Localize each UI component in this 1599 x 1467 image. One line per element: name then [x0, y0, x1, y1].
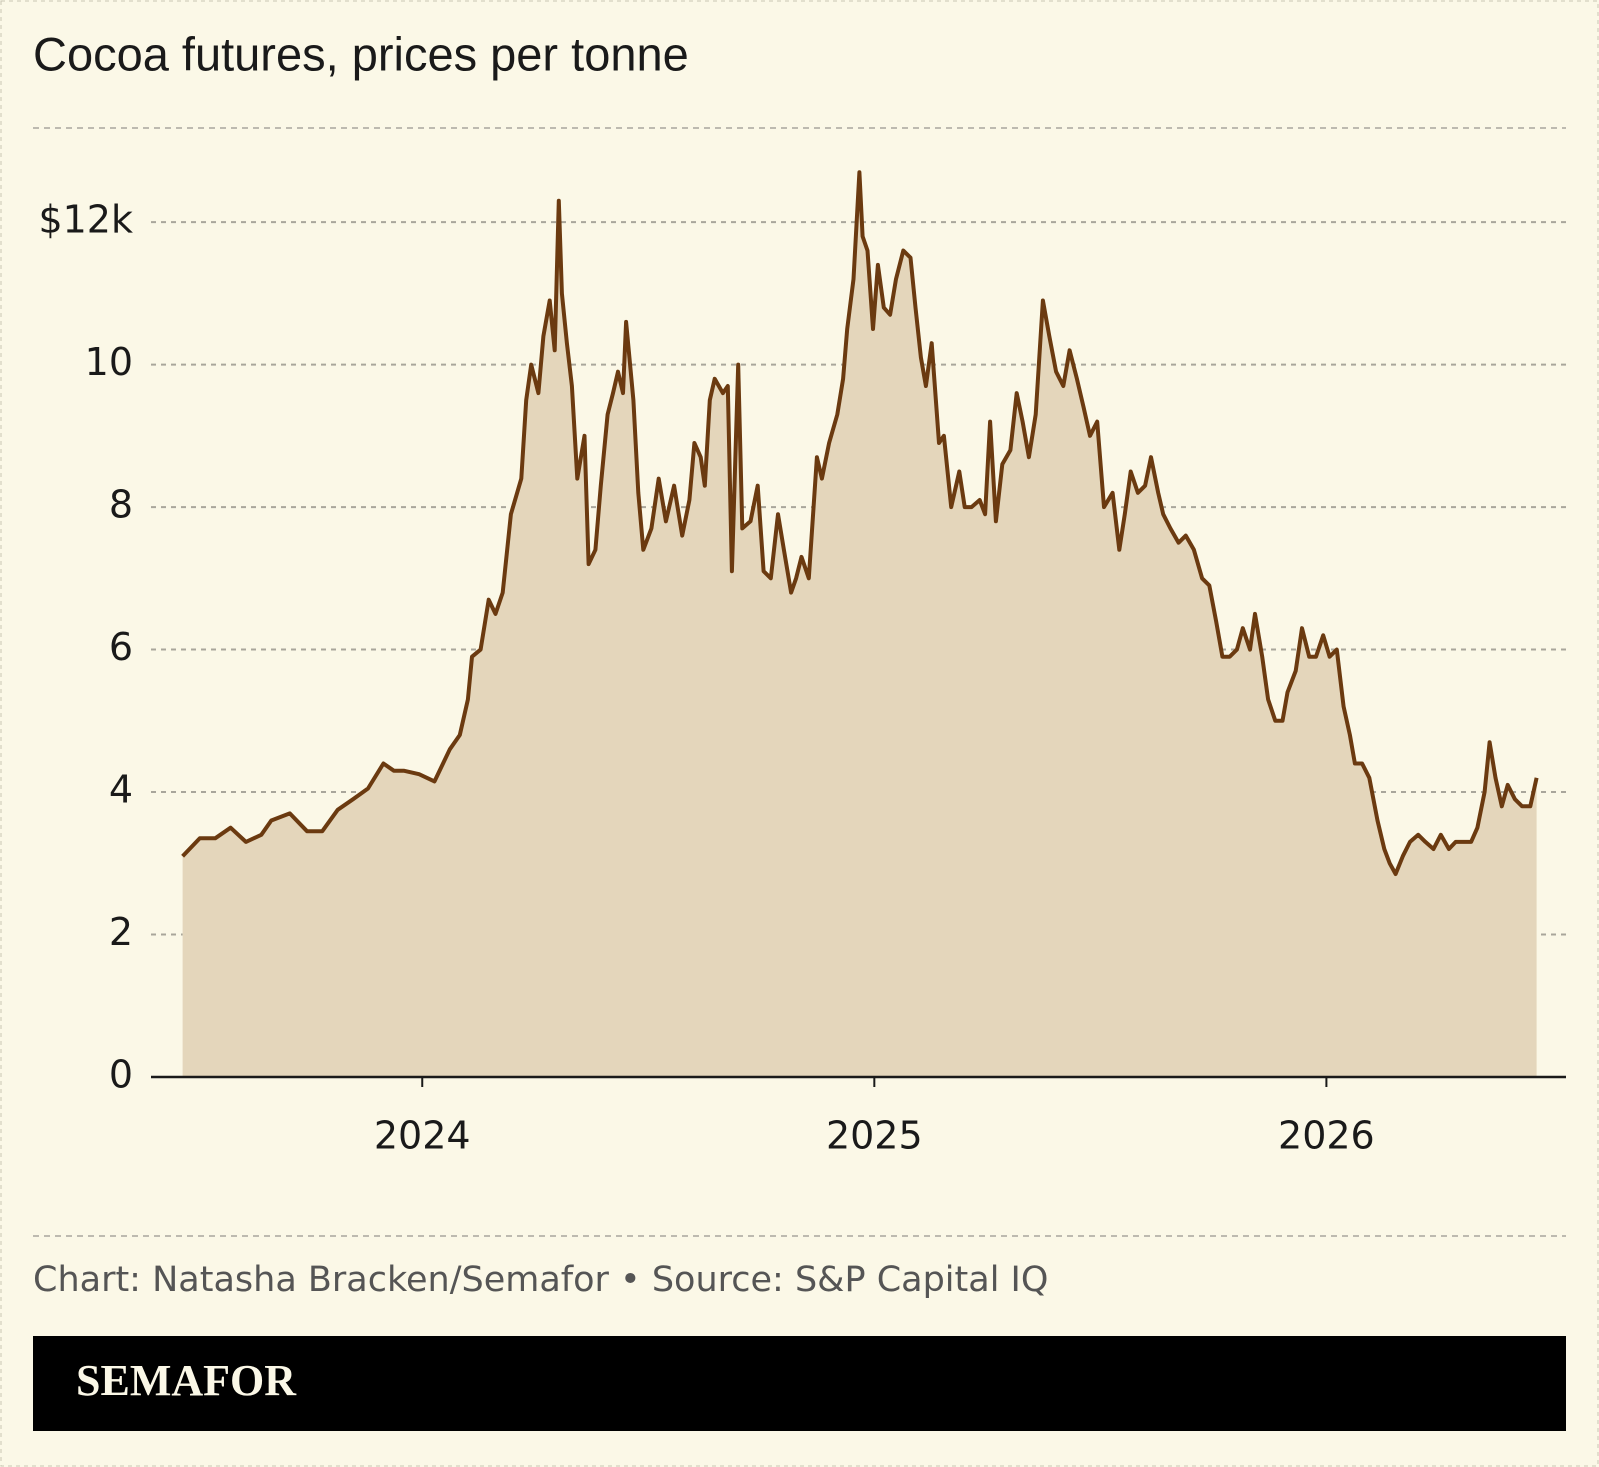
x-tick-label: 2026	[1278, 1114, 1375, 1158]
x-tick-label: 2024	[374, 1114, 471, 1158]
brand-logo: SEMAFOR	[76, 1356, 297, 1405]
y-tick-label: 0	[109, 1053, 133, 1097]
y-tick-label: 10	[85, 340, 133, 384]
y-tick-label: $12k	[38, 198, 133, 242]
source-note: Chart: Natasha Bracken/Semafor • Source:…	[33, 1260, 1048, 1300]
y-tick-label: 2	[109, 910, 133, 954]
y-tick-label: 8	[109, 483, 133, 527]
x-tick-label: 2025	[826, 1114, 923, 1158]
y-tick-label: 4	[109, 768, 133, 812]
brand-bar	[33, 1336, 1566, 1431]
chart-title: Cocoa futures, prices per tonne	[33, 27, 689, 80]
line	[181, 170, 1539, 876]
area	[182, 172, 1537, 1077]
y-tick-label: 6	[109, 625, 133, 669]
